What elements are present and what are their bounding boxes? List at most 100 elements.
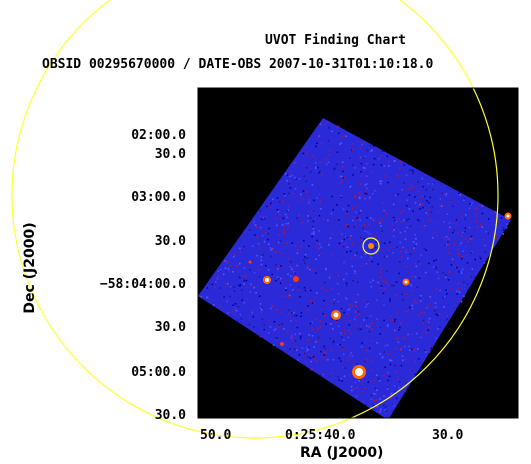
noise-pixel [288, 294, 291, 296]
noise-pixel [446, 237, 449, 240]
noise-pixel [414, 361, 417, 363]
noise-pixel [347, 204, 350, 207]
noise-pixel [236, 265, 238, 267]
noise-pixel [451, 258, 454, 261]
noise-pixel [324, 347, 326, 350]
noise-pixel [350, 385, 353, 388]
noise-pixel [316, 239, 318, 242]
noise-pixel [227, 268, 230, 271]
noise-pixel [366, 217, 368, 219]
noise-pixel [230, 291, 233, 294]
noise-pixel [372, 145, 375, 147]
noise-pixel [449, 200, 452, 203]
noise-pixel [216, 277, 219, 280]
noise-pixel [338, 219, 340, 221]
noise-pixel [345, 212, 347, 215]
noise-pixel [259, 215, 261, 218]
noise-pixel [257, 242, 260, 245]
noise-pixel [314, 318, 317, 321]
noise-pixel [364, 155, 366, 158]
noise-pixel [379, 326, 382, 329]
noise-pixel [433, 231, 436, 233]
y-axis-title: Dec (J2000) [22, 222, 38, 314]
noise-pixel [337, 293, 340, 295]
noise-pixel [277, 266, 280, 268]
noise-pixel [502, 229, 505, 231]
noise-pixel [386, 388, 389, 390]
noise-pixel [341, 180, 343, 182]
noise-pixel [275, 337, 278, 339]
noise-pixel [435, 266, 437, 268]
noise-pixel [453, 229, 455, 232]
noise-pixel [306, 306, 308, 308]
noise-pixel [295, 178, 297, 180]
noise-pixel [459, 194, 461, 196]
noise-pixel [457, 288, 459, 290]
noise-pixel [270, 307, 272, 310]
noise-pixel [409, 283, 411, 286]
noise-pixel [374, 387, 377, 390]
noise-pixel [292, 289, 294, 291]
noise-pixel [296, 346, 298, 349]
noise-pixel [314, 167, 317, 170]
noise-pixel [300, 315, 302, 318]
noise-pixel [320, 246, 323, 248]
noise-pixel [234, 303, 237, 305]
noise-pixel [380, 286, 382, 289]
noise-pixel [253, 286, 255, 289]
noise-pixel [403, 164, 406, 166]
noise-pixel [382, 404, 385, 406]
noise-pixel [363, 319, 365, 321]
noise-pixel [291, 268, 293, 271]
noise-pixel [364, 387, 366, 389]
noise-pixel [395, 219, 398, 221]
noise-pixel [287, 225, 289, 227]
noise-pixel [409, 253, 412, 255]
noise-pixel [380, 268, 383, 270]
noise-pixel [331, 318, 333, 320]
noise-pixel [349, 307, 351, 309]
noise-pixel [292, 267, 294, 270]
noise-pixel [399, 326, 401, 329]
noise-pixel [350, 235, 352, 237]
noise-pixel [387, 181, 389, 184]
noise-pixel [414, 348, 416, 351]
noise-pixel [387, 325, 389, 328]
noise-pixel [443, 193, 445, 195]
noise-pixel [352, 280, 354, 282]
noise-pixel [268, 243, 270, 245]
noise-pixel [343, 353, 345, 355]
noise-pixel [389, 241, 391, 244]
noise-pixel [460, 270, 462, 273]
noise-pixel [383, 319, 385, 322]
noise-pixel [294, 314, 296, 317]
noise-pixel [386, 155, 389, 158]
noise-pixel [348, 308, 350, 311]
noise-pixel [333, 302, 335, 305]
noise-pixel [332, 208, 334, 211]
noise-pixel [271, 273, 273, 276]
noise-pixel [359, 156, 362, 159]
noise-pixel [362, 167, 365, 169]
noise-pixel [480, 257, 482, 260]
image-noise [200, 121, 508, 413]
noise-pixel [283, 193, 286, 195]
noise-pixel [471, 202, 473, 204]
noise-pixel [347, 225, 350, 228]
noise-pixel [340, 195, 343, 197]
noise-pixel [340, 334, 343, 336]
noise-pixel [420, 336, 422, 339]
noise-pixel [341, 380, 343, 382]
noise-pixel [255, 226, 258, 228]
noise-pixel [299, 296, 301, 298]
noise-pixel [487, 232, 490, 235]
noise-pixel [425, 319, 427, 322]
noise-pixel [427, 329, 429, 331]
noise-pixel [279, 214, 281, 216]
noise-pixel [399, 160, 402, 163]
noise-pixel [254, 234, 256, 236]
x-tick-label: 0:25:40.0 [285, 428, 356, 443]
noise-pixel [286, 174, 289, 176]
noise-pixel [316, 292, 318, 294]
noise-pixel [356, 387, 359, 389]
